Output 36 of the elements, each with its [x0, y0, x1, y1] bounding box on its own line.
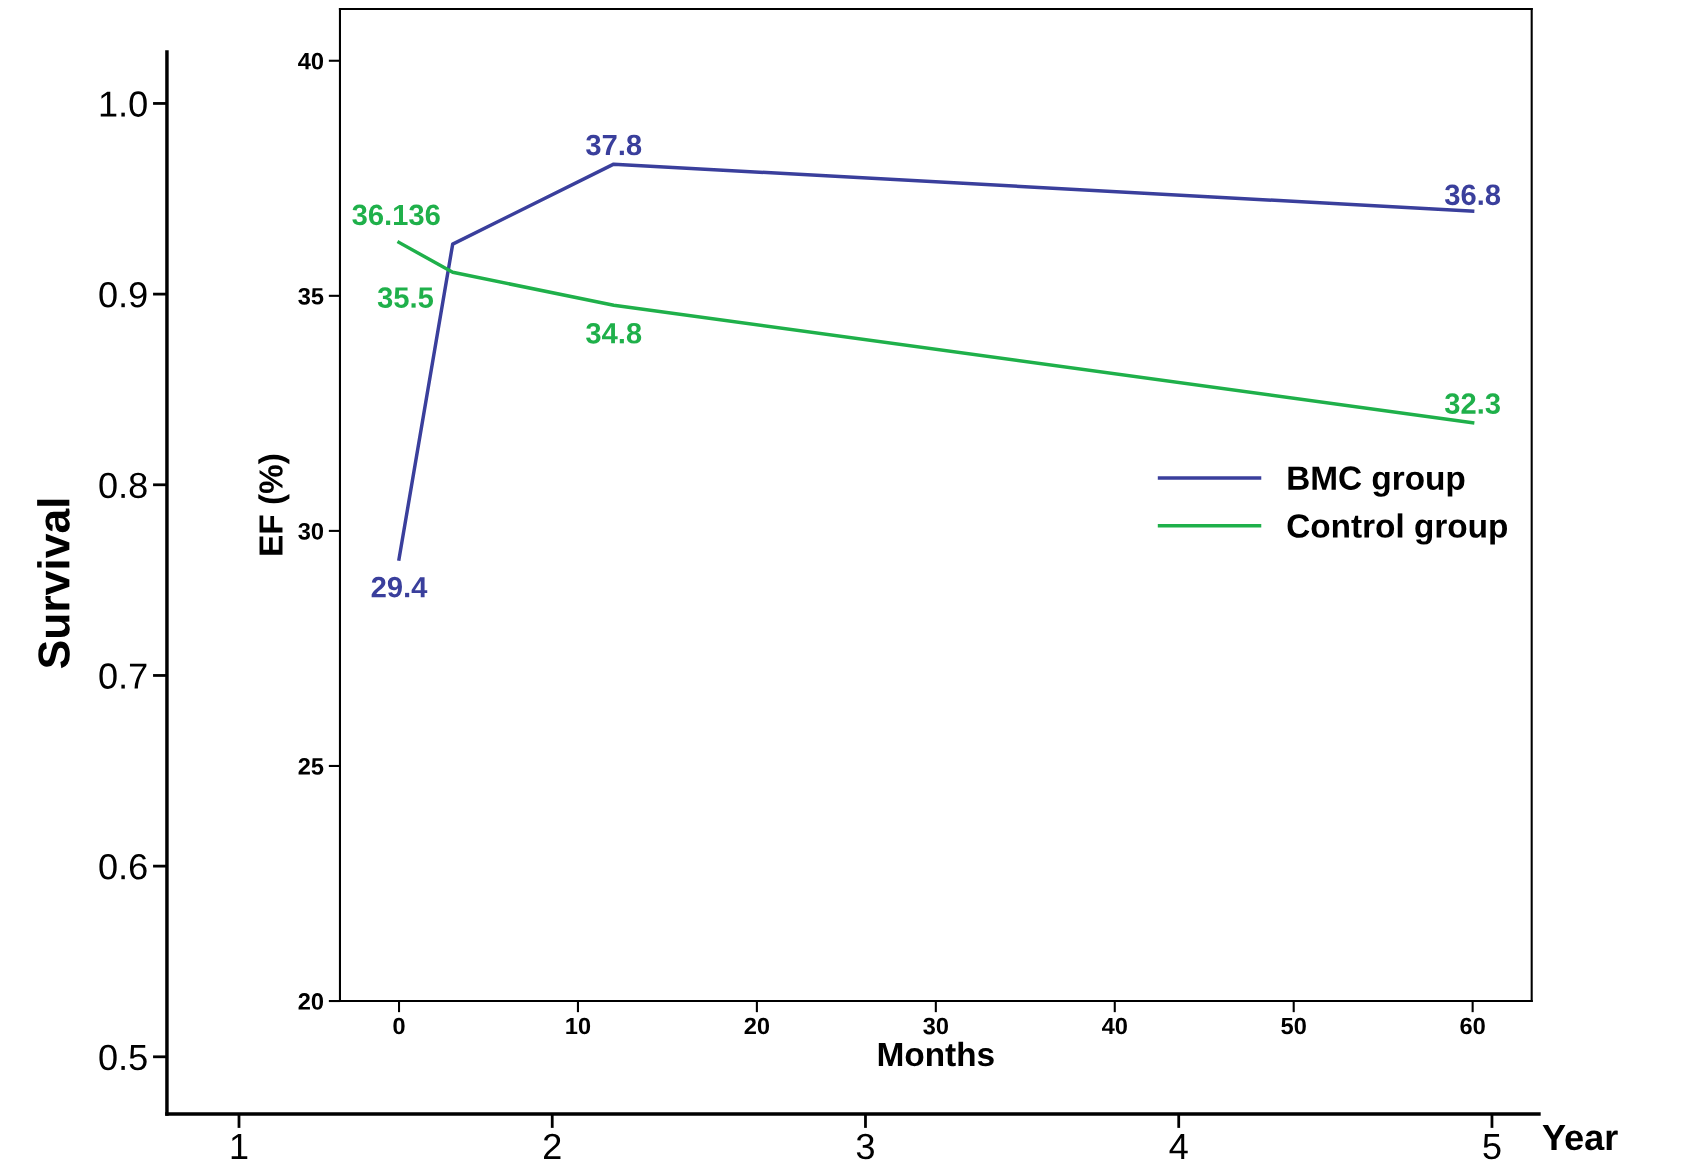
- y-tick-label: 1.0: [100, 91, 147, 117]
- legend-label: Control group: [1287, 513, 1507, 545]
- x-tick-label: 10: [566, 1017, 591, 1035]
- x-axis-title: Months: [878, 1041, 994, 1067]
- x-tick-label: 2: [544, 1133, 561, 1159]
- data-label: 32.3: [1444, 393, 1500, 414]
- x-tick-label: 1: [231, 1134, 248, 1159]
- x-tick-label: 0: [393, 1017, 405, 1035]
- y-tick-label: 0.9: [99, 281, 147, 308]
- y-tick-label: 25: [298, 758, 324, 775]
- y-tick-label: 40: [298, 52, 324, 70]
- legend-label: BMC group: [1288, 466, 1465, 497]
- data-label: 36.8: [1444, 184, 1501, 206]
- y-tick-label: 0.5: [99, 1044, 147, 1071]
- y-tick-label: 35: [298, 287, 324, 305]
- y-tick-label: 20: [298, 993, 324, 1010]
- data-label: 34.8: [586, 322, 642, 344]
- x-tick-label: 20: [744, 1017, 770, 1035]
- x-tick-label: 3: [856, 1133, 874, 1160]
- x-axis-title: Year: [1542, 1125, 1618, 1151]
- y-tick-label: 0.6: [99, 854, 147, 880]
- y-axis-title: Survival: [37, 499, 70, 669]
- y-axis-title: EF (%): [258, 454, 290, 555]
- data-label: 36.136: [352, 204, 440, 226]
- x-tick-label: 5: [1483, 1134, 1501, 1160]
- x-tick-label: 60: [1460, 1017, 1485, 1035]
- y-tick-label: 0.7: [99, 663, 147, 689]
- data-label: 37.8: [586, 134, 642, 156]
- data-label: 29.4: [371, 576, 428, 598]
- y-tick-label: 30: [298, 522, 324, 540]
- data-label: 35.5: [377, 287, 434, 308]
- x-tick-label: 4: [1169, 1134, 1188, 1159]
- y-tick-label: 0.8: [99, 472, 147, 499]
- x-tick-label: 40: [1101, 1017, 1127, 1035]
- x-tick-label: 30: [923, 1017, 948, 1035]
- x-tick-label: 50: [1281, 1017, 1306, 1035]
